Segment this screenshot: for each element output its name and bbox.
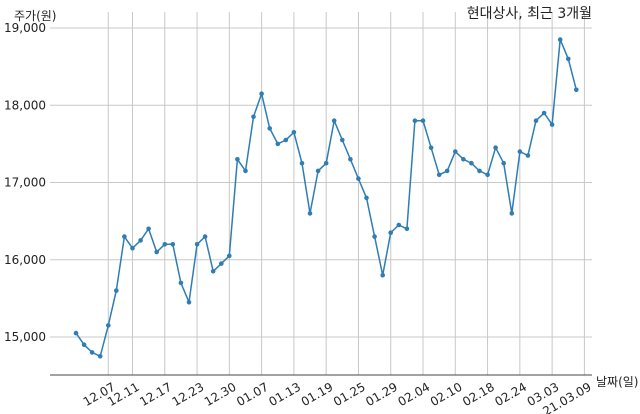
x-grid [107,12,585,375]
y-tick-label: 19,000 [4,21,46,35]
data-point [340,137,345,143]
data-point [509,211,515,216]
data-point [219,261,224,266]
data-point [194,242,200,247]
data-point [566,56,571,62]
data-point [170,242,176,247]
data-point [477,168,482,174]
data-point [412,118,418,123]
data-point [146,226,151,232]
data-point [485,172,490,178]
x-tick-label: 02.18 [460,380,497,409]
data-point [557,37,563,42]
data-point [186,299,192,305]
data-point [178,280,184,286]
data-point [283,137,289,143]
x-tick-label: 02.24 [492,380,529,409]
data-point [162,242,168,247]
data-point [267,126,273,131]
data-point [525,153,531,158]
data-point [501,160,507,166]
data-point [307,211,313,216]
x-axis-label: 날짜(일) [596,375,638,389]
data-point [493,145,498,150]
data-point [315,168,321,174]
data-point [275,141,281,147]
data-point [461,157,466,162]
data-point [154,249,159,255]
x-tick-label: 12.17 [137,380,174,409]
x-tick-label: 01.07 [234,380,271,409]
x-tick-label: 01.29 [363,380,400,409]
y-tick-label: 18,000 [4,98,46,112]
data-point [235,157,240,162]
data-point [106,323,111,328]
data-point [404,226,410,232]
data-point [533,118,539,123]
data-point [541,110,547,116]
data-point [388,230,394,235]
data-point [202,234,208,239]
data-point [227,253,232,259]
data-point [81,342,87,348]
data-point [210,269,216,274]
data-point [372,234,377,239]
data-point [251,114,256,120]
data-point [356,176,361,181]
y-tick-label: 17,000 [4,176,46,190]
data-point [73,330,79,336]
data-point [138,238,143,243]
x-tick-label: 12.30 [202,380,239,409]
y-grid [50,27,592,338]
x-tick-label: 01.13 [266,380,303,409]
data-point [380,272,386,278]
data-point [549,122,555,127]
chart-title: 현대상사, 최근 3개월 [467,6,592,22]
data-point [130,245,135,251]
x-tick-label: 01.25 [331,380,368,409]
data-point [436,172,442,178]
data-point [444,168,450,174]
data-point [291,130,297,135]
y-tick-label: 15,000 [4,330,46,344]
x-tick-label: 02.04 [396,380,433,409]
data-point [517,149,523,154]
data-point [323,160,329,166]
data-point [243,168,248,174]
data-point [89,350,95,355]
x-tick-label: 01.19 [299,380,336,409]
data-point [453,149,458,154]
data-point [114,288,119,293]
y-axis-label: 주가(원) [14,9,56,23]
data-point [428,145,434,150]
y-tick-labels: 15,000 16,000 17,000 18,000 19,000 [4,21,46,344]
x-tick-label: 12.23 [170,380,207,409]
y-tick-label: 16,000 [4,253,46,267]
data-point [364,195,369,201]
data-point [122,234,127,239]
data-point [420,118,426,123]
data-point [469,160,474,166]
data-point [331,118,337,123]
x-tick-labels: 12.0712.1112.1712.2312.3001.0701.1301.19… [81,380,594,414]
data-point [97,354,103,359]
data-point [574,87,579,93]
data-point [348,157,353,162]
data-point [259,91,264,96]
data-point [299,160,305,166]
data-point [396,222,402,228]
series-layer [73,37,579,359]
x-tick-label: 02.10 [428,380,465,409]
